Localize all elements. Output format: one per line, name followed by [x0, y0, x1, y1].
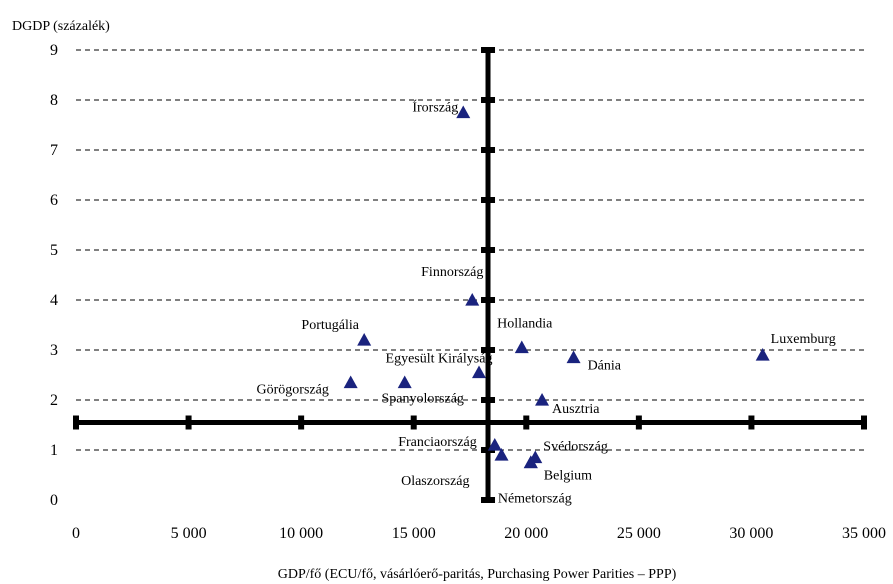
point-label: Luxemburg	[771, 332, 836, 347]
y-tick-label: 4	[50, 292, 58, 309]
quadrant-divider-lines	[73, 47, 867, 503]
divider-tick-mark	[481, 297, 496, 303]
x-tick-label: 30 000	[729, 525, 773, 542]
divider-tick-mark	[73, 415, 79, 430]
x-tick-label: 10 000	[279, 525, 323, 542]
y-tick-label: 2	[50, 392, 58, 409]
x-tick-label: 20 000	[504, 525, 548, 542]
data-point-marker	[465, 293, 480, 306]
point-label: Németország	[498, 492, 572, 507]
data-point-marker	[566, 350, 581, 364]
y-axis-title: DGDP (százalék)	[12, 19, 110, 34]
divider-tick-mark	[481, 97, 496, 103]
divider-tick-mark	[410, 415, 417, 430]
data-point-marker	[523, 455, 538, 469]
divider-tick-mark	[481, 147, 496, 153]
point-label: Finnország	[421, 265, 483, 280]
y-tick-label: 5	[50, 242, 58, 259]
y-tick-label: 0	[50, 492, 58, 509]
x-tick-label: 35 000	[842, 525, 886, 542]
x-axis-title: GDP/fő (ECU/fő, vásárlóerő-paritás, Purc…	[278, 567, 677, 582]
point-label: Egyesült Királyság	[386, 352, 493, 367]
data-point-marker	[472, 365, 487, 379]
data-point-marker	[514, 340, 529, 354]
x-tick-label: 0	[72, 525, 80, 542]
point-label: Ausztria	[552, 402, 600, 417]
point-label: Belgium	[544, 469, 592, 484]
data-points	[343, 105, 770, 469]
divider-tick-mark	[481, 247, 496, 253]
divider-tick-mark	[748, 415, 755, 430]
x-tick-label: 15 000	[392, 525, 436, 542]
y-tick-label: 7	[50, 142, 58, 159]
divider-tick-mark	[523, 415, 530, 430]
divider-tick-mark	[481, 447, 496, 453]
data-point-marker	[456, 105, 471, 119]
y-tick-label: 9	[50, 42, 58, 59]
point-label: Írország	[412, 99, 458, 116]
point-label: Spanyolország	[381, 392, 463, 407]
divider-tick-mark	[481, 47, 496, 53]
point-label: Görögország	[257, 383, 329, 398]
divider-tick-mark	[481, 197, 496, 203]
point-label: Svédország	[543, 440, 608, 455]
y-tick-label: 6	[50, 192, 58, 209]
tick-labels: 0 1 2 3 4 5 6 7 8 9 0 5 000 10 000 15 000 20 000 25 000…	[50, 42, 886, 542]
divider-tick-mark	[481, 347, 496, 353]
data-point-marker	[487, 438, 502, 451]
gridlines	[76, 49, 864, 451]
data-point-marker	[535, 393, 550, 406]
x-tick-label: 25 000	[617, 525, 661, 542]
point-label: Hollandia	[497, 317, 553, 332]
point-label: Franciaország	[398, 435, 477, 450]
point-label: Portugália	[301, 318, 359, 333]
point-label: Dánia	[588, 359, 622, 374]
point-label: Olaszország	[401, 474, 469, 489]
y-tick-label: 8	[50, 92, 58, 109]
data-point-marker	[755, 348, 770, 361]
divider-tick-mark	[481, 397, 496, 403]
divider-tick-mark	[635, 415, 642, 430]
point-labels: Írország Finnország Portugália Hollandia Lux…	[257, 99, 836, 507]
x-tick-label: 5 000	[171, 525, 207, 542]
data-point-marker	[357, 333, 372, 346]
divider-tick-mark	[298, 415, 305, 430]
divider-tick-mark	[481, 497, 496, 503]
divider-tick-mark	[185, 415, 192, 430]
data-point-marker	[343, 375, 358, 389]
data-point-marker	[494, 448, 509, 461]
y-tick-label: 3	[50, 342, 58, 359]
data-point-marker	[397, 375, 412, 389]
y-tick-label: 1	[50, 442, 58, 459]
divider-tick-mark	[861, 415, 867, 430]
